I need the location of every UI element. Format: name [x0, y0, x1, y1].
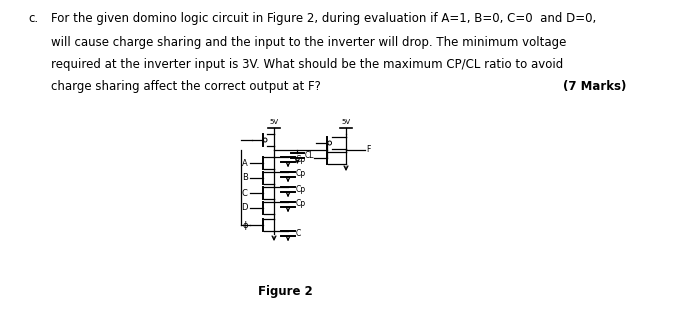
Text: D: D: [241, 204, 248, 212]
Text: F: F: [367, 145, 371, 154]
Text: (7 Marks): (7 Marks): [564, 80, 626, 93]
Text: Cp: Cp: [295, 169, 306, 179]
Text: B: B: [242, 174, 248, 182]
Text: Cp: Cp: [295, 184, 306, 194]
Text: will cause charge sharing and the input to the inverter will drop. The minimum v: will cause charge sharing and the input …: [51, 36, 567, 49]
Text: C: C: [295, 228, 301, 238]
Text: ϕ: ϕ: [242, 220, 248, 229]
Text: charge sharing affect the correct output at F?: charge sharing affect the correct output…: [51, 80, 321, 93]
Text: required at the inverter input is 3V. What should be the maximum CP/CL ratio to : required at the inverter input is 3V. Wh…: [51, 58, 564, 71]
Text: 5V: 5V: [270, 119, 279, 125]
Text: 5V: 5V: [342, 119, 351, 125]
Text: For the given domino logic circuit in Figure 2, during evaluation if A=1, B=0, C: For the given domino logic circuit in Fi…: [51, 12, 596, 25]
Text: Cp: Cp: [295, 154, 306, 164]
Text: C: C: [242, 189, 248, 197]
Text: Figure 2: Figure 2: [258, 285, 313, 298]
Text: Cp: Cp: [295, 199, 306, 209]
Text: A: A: [242, 159, 248, 167]
Text: c.: c.: [28, 12, 38, 25]
Text: CL: CL: [305, 151, 314, 160]
